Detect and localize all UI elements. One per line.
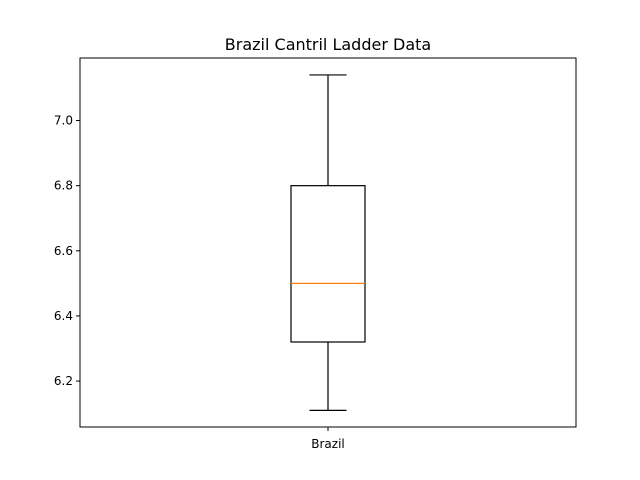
y-tick-label: 6.2 — [54, 374, 73, 388]
boxplot-brazil — [290, 74, 366, 411]
plot-area — [290, 74, 366, 411]
y-tick-label: 6.6 — [54, 244, 73, 258]
y-tick-label: 6.4 — [54, 309, 73, 323]
y-tick-label: 6.8 — [54, 179, 73, 193]
x-tick-label: Brazil — [311, 437, 345, 451]
axes-frame — [79, 57, 577, 428]
x-axis: Brazil — [311, 427, 345, 451]
chart-title: Brazil Cantril Ladder Data — [225, 35, 431, 54]
y-axis: 6.2 6.4 6.6 6.8 7.0 — [54, 114, 80, 388]
iqr-box — [290, 185, 366, 343]
y-tick-label: 7.0 — [54, 114, 73, 128]
